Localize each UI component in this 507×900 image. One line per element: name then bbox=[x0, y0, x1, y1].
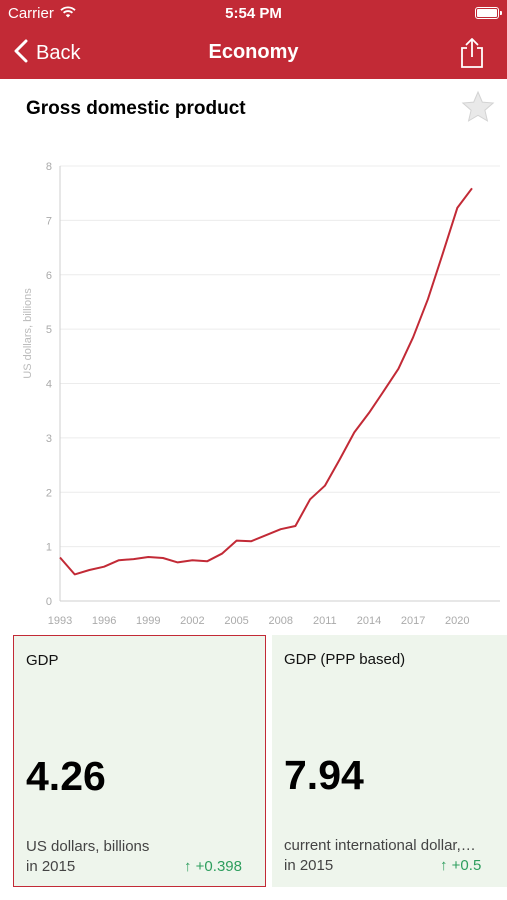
y-tick-label: 5 bbox=[46, 324, 52, 336]
x-tick-label: 2020 bbox=[445, 615, 469, 627]
x-tick-label: 2002 bbox=[180, 615, 204, 627]
card-label: GDP (PPP based) bbox=[284, 651, 406, 668]
card-change-value: +0.5 bbox=[451, 857, 482, 874]
x-tick-label: 1993 bbox=[48, 615, 72, 627]
gdp-card[interactable]: GDP 4.26 US dollars, billions in 2015 ↑ … bbox=[13, 635, 266, 887]
card-unit: US dollars, billions bbox=[26, 838, 150, 855]
status-time: 5:54 PM bbox=[225, 5, 282, 22]
y-tick-label: 4 bbox=[46, 379, 52, 391]
x-tick-label: 2014 bbox=[357, 615, 381, 627]
x-tick-label: 2008 bbox=[268, 615, 292, 627]
y-tick-label: 0 bbox=[46, 596, 52, 608]
x-tick-label: 1999 bbox=[136, 615, 160, 627]
nav-bar: Back Economy bbox=[0, 28, 507, 79]
page-title: Gross domestic product bbox=[26, 98, 246, 119]
share-button[interactable] bbox=[459, 37, 485, 74]
arrow-up-icon: ↑ bbox=[440, 857, 448, 874]
card-label: GDP bbox=[26, 652, 59, 669]
card-year: in 2015 bbox=[26, 858, 76, 875]
card-value: 4.26 bbox=[26, 753, 106, 799]
status-bar: Carrier 5:54 PM bbox=[0, 0, 507, 28]
x-tick-label: 1996 bbox=[92, 615, 116, 627]
y-tick-label: 3 bbox=[46, 433, 52, 445]
status-left: Carrier bbox=[8, 5, 76, 22]
gdp-line-chart: 0 1 2 3 4 5 6 7 8 1993 1996 1999 2002 2005 2008 2011 201… bbox=[22, 161, 500, 627]
gdp-ppp-card[interactable]: GDP (PPP based) 7.94 current internation… bbox=[272, 635, 507, 887]
y-tick-label: 6 bbox=[46, 270, 52, 282]
card-change: ↑ +0.5 bbox=[440, 857, 481, 874]
favorite-button[interactable] bbox=[461, 90, 495, 129]
card-change-value: +0.398 bbox=[195, 858, 242, 875]
card-unit: current international dollar,… bbox=[284, 837, 476, 854]
x-tick-label: 2017 bbox=[401, 615, 425, 627]
card-change: ↑ +0.398 bbox=[184, 858, 242, 875]
share-icon bbox=[459, 38, 485, 73]
arrow-up-icon: ↑ bbox=[184, 858, 192, 875]
card-year: in 2015 bbox=[284, 857, 334, 874]
y-axis-label: US dollars, billions bbox=[22, 288, 34, 379]
carrier-label: Carrier bbox=[8, 5, 54, 22]
x-tick-label: 2005 bbox=[224, 615, 248, 627]
gdp-series-line bbox=[59, 187, 473, 576]
gdp-chart: 0 1 2 3 4 5 6 7 8 1993 1996 1999 2002 2005 2008 2011 201… bbox=[0, 150, 507, 630]
wifi-icon bbox=[60, 5, 76, 22]
y-tick-label: 8 bbox=[46, 161, 52, 173]
chevron-left-icon bbox=[14, 39, 28, 68]
back-button[interactable]: Back bbox=[14, 36, 80, 70]
back-label: Back bbox=[36, 41, 81, 64]
y-tick-label: 2 bbox=[46, 487, 52, 499]
card-value: 7.94 bbox=[284, 752, 364, 798]
battery-icon bbox=[475, 7, 502, 19]
x-tick-label: 2011 bbox=[313, 615, 337, 627]
y-tick-label: 7 bbox=[46, 215, 52, 227]
star-icon bbox=[461, 90, 495, 128]
y-tick-label: 1 bbox=[46, 542, 52, 554]
nav-title: Economy bbox=[208, 41, 299, 63]
